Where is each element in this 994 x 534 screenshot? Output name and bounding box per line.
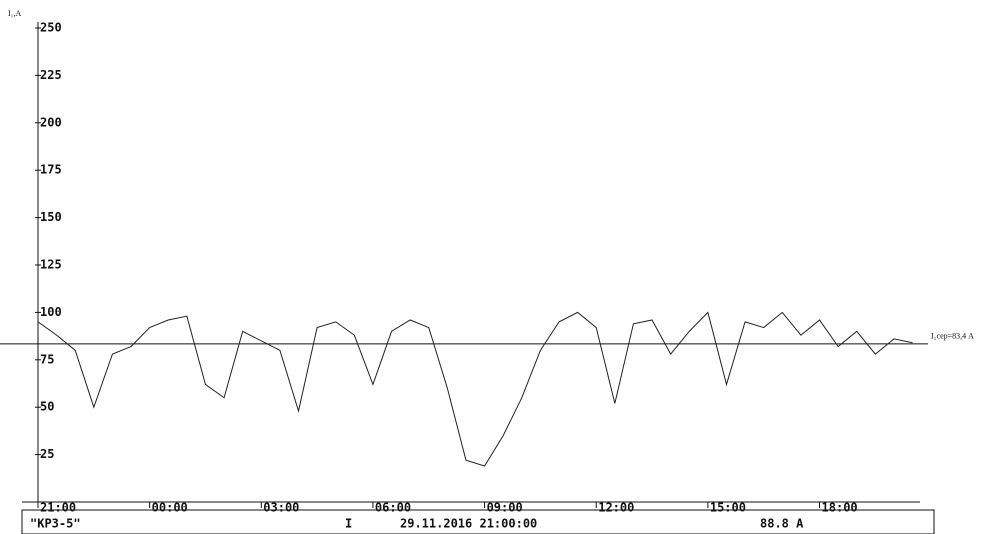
y-tick-label: 150 <box>40 210 62 224</box>
y-tick-label: 50 <box>40 400 54 414</box>
x-tick-label: 03:00 <box>263 501 299 515</box>
current-line <box>37 311 913 467</box>
footer-box <box>21 509 935 534</box>
y-tick-label: 25 <box>40 447 54 461</box>
y-axis-label: I₁,A <box>8 9 21 18</box>
x-tick-label: 18:00 <box>822 501 858 515</box>
device-name: "КРЗ-5" <box>30 517 81 531</box>
y-tick-label: 200 <box>40 115 62 129</box>
x-tick-label: 12:00 <box>598 501 634 515</box>
y-tick-label: 75 <box>40 352 54 366</box>
reference-label: I₁сер=83,4 A <box>931 332 974 341</box>
datetime: 29.11.2016 21:00:00 <box>400 517 537 531</box>
x-tick-label: 15:00 <box>710 501 746 515</box>
y-tick-label: 125 <box>40 258 62 272</box>
x-tick-label: 06:00 <box>375 501 411 515</box>
y-tick-label: 225 <box>40 68 62 82</box>
x-tick-label: 21:00 <box>40 501 76 515</box>
y-tick-label: 100 <box>40 305 62 319</box>
reading: 88.8 A <box>760 517 804 531</box>
y-tick-label: 175 <box>40 163 62 177</box>
phase: I <box>345 517 352 531</box>
x-tick-label: 00:00 <box>152 501 188 515</box>
x-tick-label: 09:00 <box>487 501 523 515</box>
y-tick-label: 250 <box>40 21 62 35</box>
